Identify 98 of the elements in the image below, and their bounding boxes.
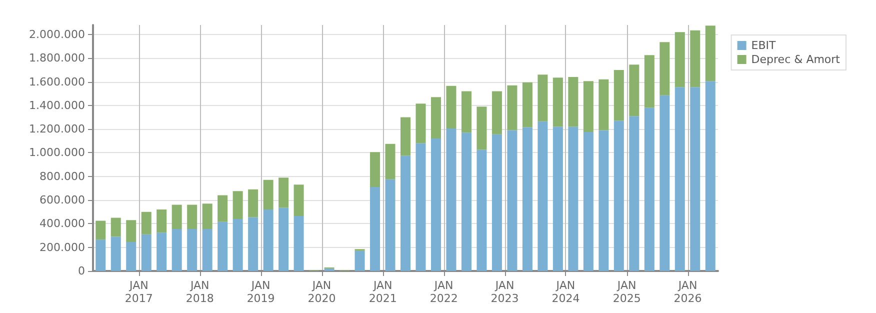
bar (614, 120, 624, 271)
bar (568, 126, 578, 271)
bar (598, 79, 609, 130)
bar (705, 81, 716, 271)
bar (248, 217, 258, 271)
bar (507, 85, 518, 130)
bar (568, 77, 578, 127)
bar (126, 220, 136, 242)
x-tick-label: JAN 2017 (124, 279, 153, 305)
bar (294, 216, 304, 271)
bar (476, 106, 487, 150)
bar (430, 138, 441, 271)
bar (614, 70, 624, 121)
bar (507, 130, 518, 271)
y-tick-label: 1.400.000 (29, 98, 85, 112)
bar (96, 220, 106, 240)
bar (690, 30, 700, 88)
bar (172, 204, 182, 230)
bar (416, 104, 426, 144)
bar (598, 130, 609, 271)
bar (552, 78, 563, 127)
bar (522, 82, 532, 128)
bar (400, 117, 410, 156)
bar (202, 229, 212, 271)
bar (660, 95, 670, 271)
bar (629, 116, 640, 271)
bar (370, 187, 380, 271)
bar (187, 229, 198, 271)
bar (202, 204, 212, 230)
y-tick-label: 2.000.000 (29, 28, 85, 41)
y-tick-label: 0 (78, 264, 85, 278)
bar (583, 132, 594, 271)
x-tick-label: JAN 2022 (430, 279, 458, 305)
bar (552, 126, 563, 271)
bar (492, 91, 502, 134)
bar (461, 91, 472, 133)
bar (278, 178, 289, 208)
bar (141, 234, 152, 271)
x-tick-label: JAN 2018 (186, 279, 214, 305)
y-tick-label: 1.600.000 (29, 75, 85, 88)
bar (461, 132, 472, 271)
x-tick-label: JAN 2025 (612, 279, 641, 305)
bar (538, 121, 548, 271)
bar (232, 191, 243, 219)
bar (172, 229, 182, 271)
bar (263, 210, 274, 271)
bar (660, 42, 670, 96)
bar (278, 208, 289, 271)
y-tick-label: 1.200.000 (29, 122, 85, 136)
y-tick-label: 1.000.000 (29, 146, 85, 160)
y-tick-label: 600.000 (40, 194, 85, 207)
bar (446, 86, 456, 128)
bar (96, 240, 106, 271)
bar (385, 144, 396, 180)
bar (126, 242, 136, 271)
x-tick-label: JAN 2026 (674, 279, 702, 305)
x-tick-label: JAN 2021 (368, 279, 397, 305)
y-tick-label: 200.000 (40, 240, 85, 254)
x-tick-label: JAN 2024 (552, 279, 580, 305)
bar (674, 87, 685, 271)
bar (705, 26, 716, 82)
bar (538, 74, 548, 122)
bar (430, 97, 441, 139)
legend-label: EBIT (751, 39, 776, 52)
bar (156, 210, 167, 233)
y-tick-label: 800.000 (40, 170, 85, 183)
bar (232, 218, 243, 271)
bar (354, 250, 365, 271)
bar (629, 64, 640, 116)
bar (187, 204, 198, 230)
bar (400, 156, 410, 271)
bar (385, 179, 396, 271)
bar (446, 128, 456, 271)
x-tick-label: JAN 2023 (490, 279, 519, 305)
bar (583, 81, 594, 132)
bar (674, 32, 685, 88)
bar (263, 180, 274, 210)
x-tick-label: JAN 2019 (246, 279, 275, 305)
legend-label: Deprec & Amort (751, 53, 841, 66)
bar (110, 218, 121, 237)
bar (218, 195, 228, 222)
bar (644, 55, 654, 108)
bar (644, 108, 654, 271)
bar (370, 152, 380, 188)
bar (294, 184, 304, 216)
bar (248, 189, 258, 218)
bar (110, 236, 121, 271)
bar (416, 143, 426, 271)
y-tick-label: 400.000 (40, 217, 85, 230)
bar (492, 134, 502, 271)
y-tick-label: 1.800.000 (29, 52, 85, 65)
bar (218, 222, 228, 271)
bar (522, 127, 532, 271)
bar (156, 232, 167, 271)
bar (141, 212, 152, 234)
x-tick-label: JAN 2020 (308, 279, 336, 305)
bar (690, 87, 700, 271)
bar (476, 150, 487, 271)
